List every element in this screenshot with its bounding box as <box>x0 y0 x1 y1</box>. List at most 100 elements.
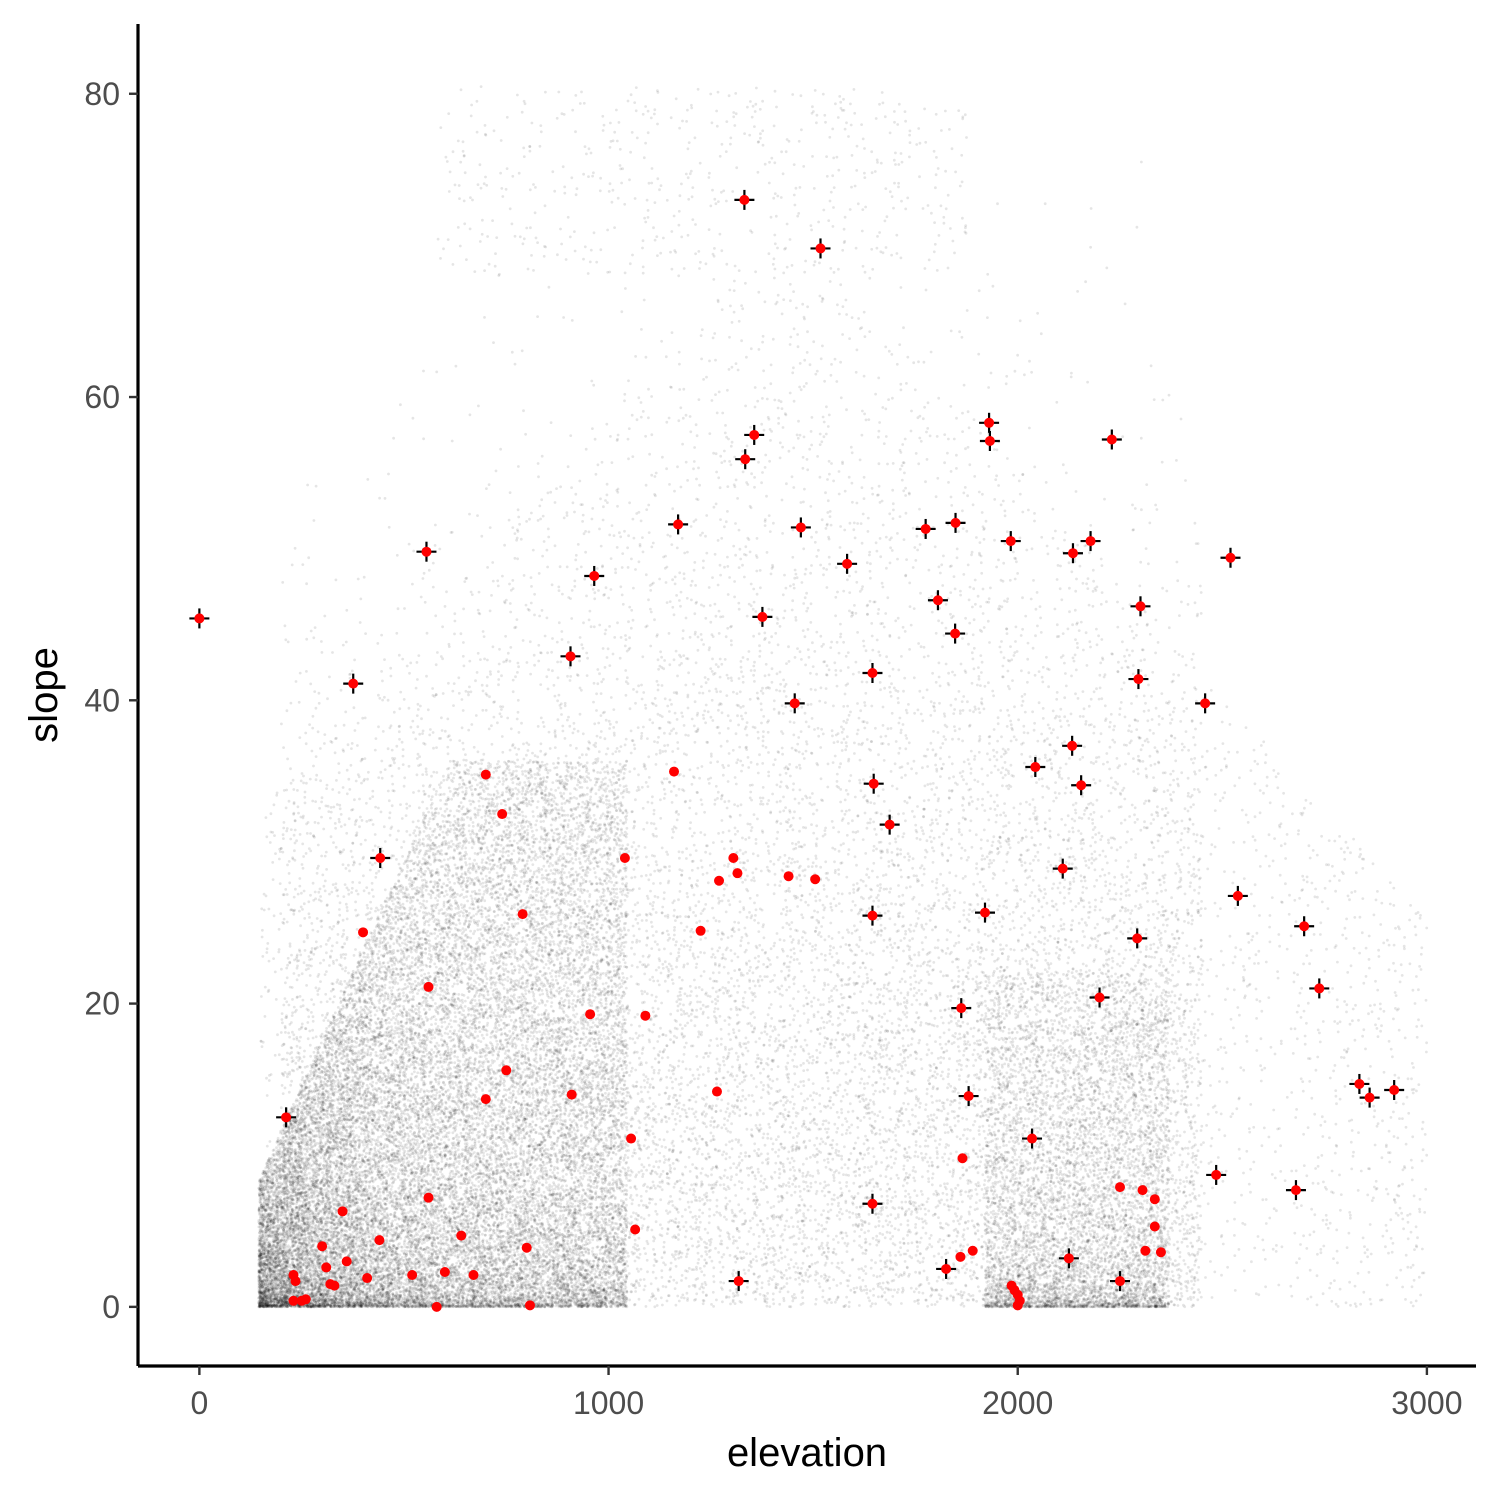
red-point <box>348 678 359 689</box>
highlight-point <box>1137 1185 1148 1196</box>
red-point <box>619 853 630 864</box>
highlight-point-with-cross <box>1285 1180 1306 1201</box>
red-point <box>423 981 434 992</box>
red-point <box>955 1251 966 1262</box>
red-point <box>868 778 879 789</box>
highlight-point <box>957 1153 968 1164</box>
red-point <box>1155 1247 1166 1258</box>
highlight-point <box>423 1192 434 1203</box>
highlight-point-with-cross <box>752 606 773 627</box>
red-point <box>1354 1078 1365 1089</box>
red-point <box>695 925 706 936</box>
red-point <box>669 766 680 777</box>
highlight-point <box>300 1294 311 1305</box>
x-axis-ticks: 0 1000 2000 3000 <box>190 1366 1462 1421</box>
highlight-point-with-cross <box>1080 531 1101 552</box>
highlight-point <box>468 1270 479 1281</box>
highlight-point-with-cross <box>810 238 831 259</box>
red-point <box>524 1300 535 1311</box>
red-point <box>963 1091 974 1102</box>
highlight-point-with-cross <box>276 1107 297 1128</box>
red-point <box>589 570 600 581</box>
highlight-point-with-cross <box>1025 757 1046 778</box>
highlight-point <box>521 1242 532 1253</box>
red-point <box>673 519 684 530</box>
highlight-point-with-cross <box>784 693 805 714</box>
red-point <box>810 874 821 885</box>
red-point <box>517 909 528 920</box>
highlight-point <box>1155 1247 1166 1258</box>
red-point <box>421 546 432 557</box>
red-point <box>630 1224 641 1235</box>
red-point <box>1149 1221 1160 1232</box>
red-point <box>290 1276 301 1287</box>
background-point-cloud <box>257 85 1429 1309</box>
highlight-point-with-cross <box>945 512 966 533</box>
red-point <box>497 809 508 820</box>
highlight-point-with-cross <box>668 514 689 535</box>
highlight-point <box>640 1010 651 1021</box>
highlight-point-with-cross <box>584 565 605 586</box>
highlight-point-with-cross <box>1195 693 1216 714</box>
highlight-point <box>630 1224 641 1235</box>
highlight-point-with-cross <box>936 1258 957 1279</box>
highlight-point <box>783 871 794 882</box>
red-point <box>1027 1133 1038 1144</box>
highlight-point-with-cross <box>1089 987 1110 1008</box>
red-point <box>920 523 931 534</box>
red-point <box>714 875 725 886</box>
red-point <box>757 611 768 622</box>
highlight-point-with-cross <box>979 412 1000 433</box>
highlight-point-with-cross <box>862 663 883 684</box>
red-point <box>1133 674 1144 685</box>
highlight-point-with-cross <box>734 189 755 210</box>
red-point <box>740 454 751 465</box>
y-tick-label: 0 <box>102 1289 120 1325</box>
highlight-point-with-cross <box>343 673 364 694</box>
red-point <box>1389 1085 1400 1096</box>
highlight-point <box>1115 1182 1126 1193</box>
red-point <box>480 1094 491 1105</box>
highlight-point <box>967 1245 978 1256</box>
highlight-point <box>480 769 491 780</box>
red-point <box>375 853 386 864</box>
red-point <box>1135 601 1146 612</box>
highlight-point-with-cross <box>979 431 1000 452</box>
highlight-point <box>317 1241 328 1252</box>
highlight-point-with-cross <box>416 541 437 562</box>
red-point <box>321 1262 332 1273</box>
red-point <box>300 1294 311 1305</box>
highlight-point-with-cross <box>1071 775 1092 796</box>
highlight-point-with-cross <box>735 449 756 470</box>
highlight-point <box>362 1273 373 1284</box>
highlight-point <box>439 1266 450 1277</box>
red-point <box>501 1065 512 1076</box>
red-point <box>1094 992 1105 1003</box>
red-point <box>867 668 878 679</box>
highlight-point <box>669 766 680 777</box>
highlight-point <box>732 868 743 879</box>
highlight-point-with-cross <box>915 518 936 539</box>
red-point <box>867 910 878 921</box>
highlight-point-with-cross <box>1349 1073 1370 1094</box>
red-point <box>456 1230 467 1241</box>
highlight-point <box>1140 1245 1151 1256</box>
highlight-point-with-cross <box>790 517 811 538</box>
red-point <box>941 1263 952 1274</box>
red-point <box>358 927 369 938</box>
highlight-point-with-cross <box>951 998 972 1019</box>
highlight-point-with-cross <box>1384 1080 1405 1101</box>
red-point <box>480 769 491 780</box>
highlight-point-with-cross <box>1294 916 1315 937</box>
red-point <box>341 1256 352 1267</box>
red-point <box>407 1270 418 1281</box>
red-point <box>1057 863 1068 874</box>
red-point <box>967 1245 978 1256</box>
red-point <box>1314 983 1325 994</box>
highlight-point-with-cross <box>370 848 391 869</box>
y-axis-title: slope <box>22 647 66 743</box>
y-tick-label: 60 <box>84 379 120 415</box>
red-point <box>957 1153 968 1164</box>
highlight-point <box>566 1089 577 1100</box>
red-point <box>979 907 990 918</box>
